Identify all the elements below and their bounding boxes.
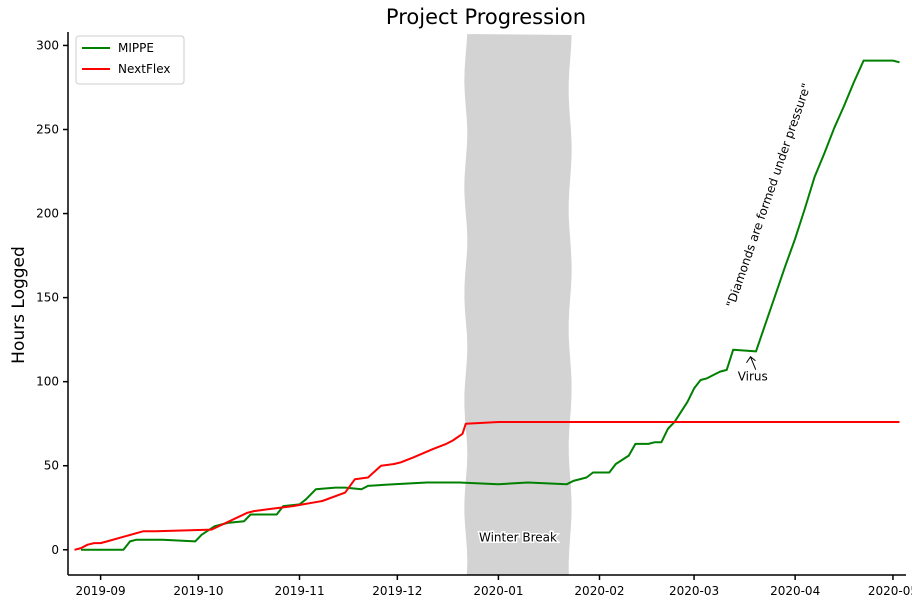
y-tick-label: 150 (36, 291, 59, 305)
x-tick-label: 2019-12 (372, 584, 422, 598)
annotation-arrow-head (746, 356, 756, 364)
legend: MIPPE NextFlex (75, 35, 185, 85)
tick-marks: 0 50 100 150 200 250 300 2019-09 2019-10 2019-11 2… (36, 38, 912, 598)
axes (67, 32, 906, 576)
x-tick-label: 2019-10 (173, 584, 223, 598)
annotation-virus: Virus (738, 370, 768, 384)
legend-label-nextflex: NextFlex (118, 62, 170, 76)
x-tick-label: 2020-02 (574, 584, 624, 598)
x-tick-label: 2019-09 (76, 584, 126, 598)
x-tick-label: 2020-03 (669, 584, 719, 598)
series-lines (74, 59, 900, 551)
annotation-arrow (750, 356, 757, 370)
legend-label-mippe: MIPPE (118, 41, 154, 55)
x-tick-label: 2020-05 (868, 584, 912, 598)
shaded-region-label: Winter Break (479, 530, 557, 544)
y-tick-label: 100 (36, 375, 59, 389)
annotations-layer: Virus "Diamonds are formed under pressure… (723, 82, 813, 384)
x-tick-label: 2019-11 (274, 584, 324, 598)
shaded-region-winter-break (464, 34, 572, 575)
y-tick-label: 50 (44, 459, 59, 473)
y-tick-label: 200 (36, 207, 59, 221)
x-tick-label: 2020-01 (473, 584, 523, 598)
shaded-region-layer: Winter Break (464, 34, 572, 575)
y-axis-label: Hours Logged (9, 246, 29, 364)
series-line-mippe (81, 59, 900, 551)
series-line-nextflex (74, 421, 900, 551)
x-tick-label: 2020-04 (770, 584, 820, 598)
chart-title: Project Progression (386, 5, 586, 29)
annotation-quote: "Diamonds are formed under pressure" (723, 82, 813, 310)
y-tick-label: 250 (36, 123, 59, 137)
y-tick-label: 0 (51, 543, 59, 557)
y-tick-label: 300 (36, 38, 59, 52)
